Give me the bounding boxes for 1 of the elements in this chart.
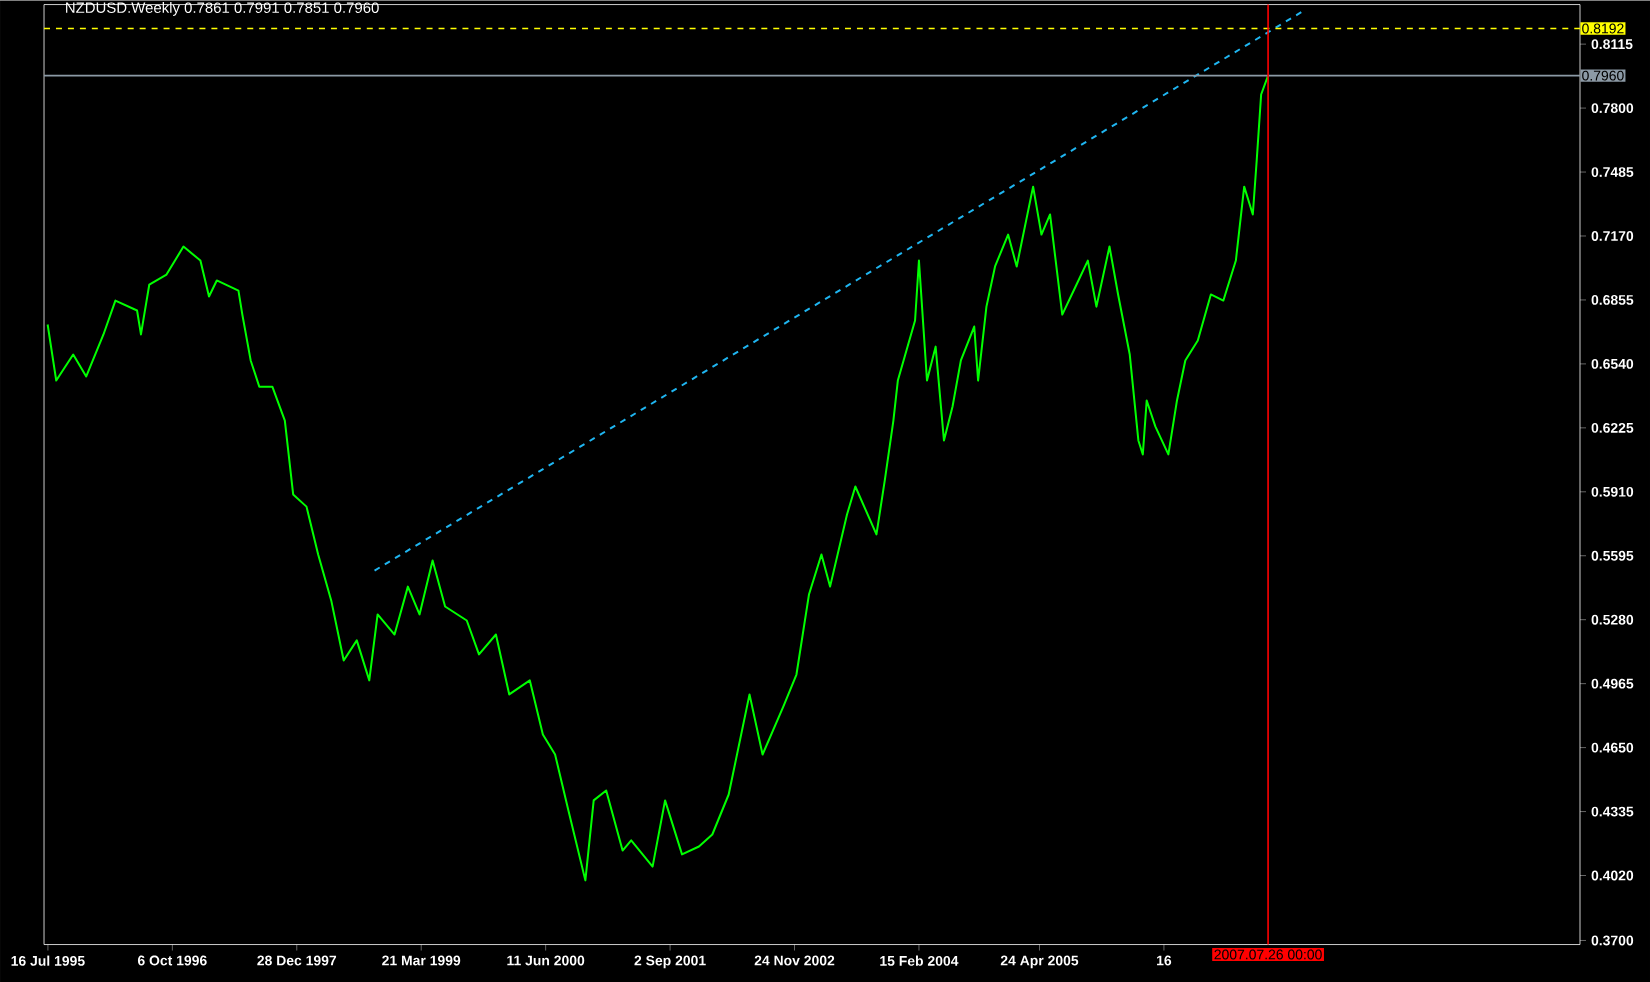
line-series — [46, 74, 1270, 882]
